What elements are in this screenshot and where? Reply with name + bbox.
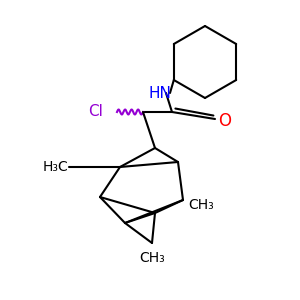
Text: CH₃: CH₃ [188,198,214,212]
Text: O: O [218,112,231,130]
Text: Cl: Cl [88,104,103,119]
Text: HN: HN [148,85,171,100]
Text: H₃C: H₃C [42,160,68,174]
Text: CH₃: CH₃ [139,251,165,265]
